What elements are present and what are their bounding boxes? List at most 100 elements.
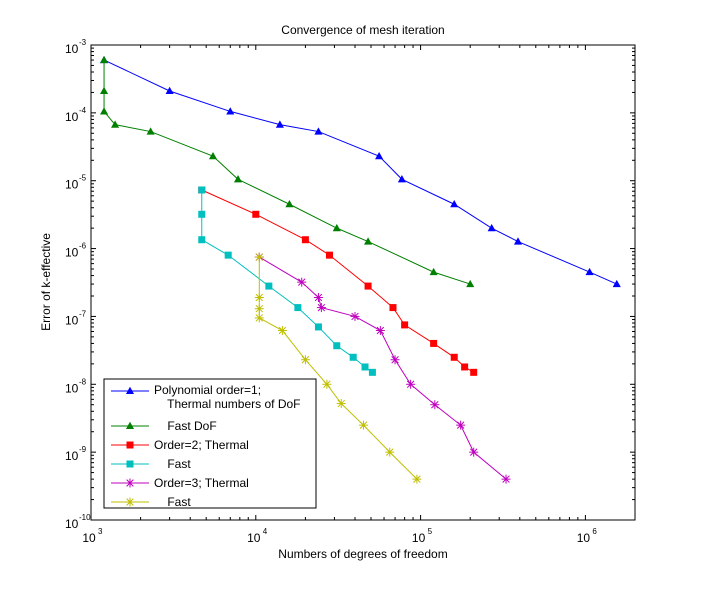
data-point bbox=[198, 236, 206, 244]
y-tick-label: 10 bbox=[65, 517, 79, 531]
data-point bbox=[294, 304, 302, 312]
data-point bbox=[375, 326, 385, 336]
y-tick-label: 10 bbox=[65, 42, 79, 56]
legend: Polynomial order=1; Thermal numbers of D… bbox=[103, 378, 317, 509]
data-point bbox=[265, 282, 273, 290]
data-point bbox=[165, 86, 174, 95]
y-tick-label: 10 bbox=[65, 178, 79, 192]
data-point bbox=[332, 223, 341, 232]
data-point bbox=[406, 379, 416, 389]
legend-marker bbox=[125, 386, 135, 395]
data-point bbox=[429, 267, 438, 276]
data-point bbox=[368, 368, 376, 376]
y-tick-exponent: -7 bbox=[79, 309, 87, 318]
legend-label: Order=2; Thermal bbox=[154, 438, 249, 452]
data-point bbox=[487, 223, 496, 232]
legend-entry: Fast bbox=[111, 495, 191, 509]
axis-ticks: 10 3 10 4 10 5 10 610 -310 -410 -510 -610 -710 -810 -9… bbox=[65, 38, 636, 545]
data-point bbox=[469, 447, 479, 457]
data-point bbox=[401, 321, 409, 329]
data-point bbox=[336, 399, 346, 409]
data-point bbox=[390, 355, 400, 365]
y-tick-exponent: -9 bbox=[79, 445, 87, 454]
y-tick-exponent: -5 bbox=[79, 174, 87, 183]
y-tick-exponent: -3 bbox=[79, 38, 87, 47]
data-point bbox=[350, 311, 360, 321]
data-point bbox=[461, 363, 469, 371]
data-point bbox=[224, 251, 232, 259]
series-4 bbox=[198, 186, 376, 376]
data-point bbox=[430, 339, 438, 347]
y-tick-label: 10 bbox=[65, 246, 79, 260]
y-tick-label: 10 bbox=[65, 110, 79, 124]
data-point bbox=[254, 313, 264, 323]
x-tick-exponent: 6 bbox=[592, 527, 597, 536]
legend-label: Fast bbox=[154, 495, 191, 509]
x-tick-label: 10 bbox=[247, 531, 261, 545]
data-point bbox=[322, 379, 332, 389]
data-point bbox=[198, 186, 206, 194]
data-point bbox=[146, 127, 155, 135]
x-tick-label: 10 bbox=[412, 531, 426, 545]
legend-marker bbox=[126, 460, 134, 468]
legend-entry: Fast bbox=[111, 457, 191, 471]
data-point bbox=[198, 210, 206, 218]
data-point bbox=[585, 267, 594, 276]
x-tick-exponent: 5 bbox=[428, 527, 433, 536]
data-point bbox=[277, 326, 287, 336]
data-point bbox=[111, 120, 120, 128]
data-point bbox=[301, 236, 309, 244]
data-point bbox=[333, 342, 341, 350]
data-point bbox=[285, 200, 294, 208]
data-point bbox=[316, 303, 326, 313]
data-point bbox=[450, 353, 458, 361]
data-point bbox=[389, 304, 397, 312]
data-point bbox=[314, 323, 322, 331]
data-point bbox=[612, 279, 621, 288]
data-point bbox=[208, 151, 218, 160]
series-2 bbox=[99, 55, 475, 288]
data-point bbox=[364, 237, 373, 245]
y-tick-exponent: -8 bbox=[79, 377, 87, 386]
data-point bbox=[297, 277, 307, 287]
data-point bbox=[412, 474, 422, 484]
data-point bbox=[358, 420, 368, 430]
y-tick-label: 10 bbox=[65, 381, 79, 395]
data-point bbox=[456, 420, 466, 430]
legend-entry: Fast DoF bbox=[111, 419, 217, 433]
x-tick-label: 10 bbox=[577, 531, 591, 545]
data-point bbox=[99, 107, 109, 115]
data-point bbox=[254, 304, 264, 314]
data-point bbox=[397, 175, 406, 183]
data-point bbox=[501, 474, 511, 484]
legend-label: Order=3; Thermal bbox=[154, 476, 249, 490]
data-point bbox=[349, 353, 357, 361]
data-point bbox=[361, 363, 369, 371]
legend-label: Fast DoF bbox=[154, 419, 217, 433]
legend-label: Thermal numbers of DoF bbox=[154, 397, 301, 411]
data-point bbox=[466, 279, 475, 288]
legend-marker bbox=[125, 497, 135, 507]
series-6 bbox=[254, 252, 422, 484]
y-tick-exponent: -4 bbox=[79, 106, 87, 115]
legend-entry: Order=2; Thermal bbox=[111, 438, 249, 452]
data-point bbox=[314, 127, 323, 135]
legend-label: Polynomial order=1; bbox=[154, 383, 261, 397]
legend-marker bbox=[125, 478, 135, 488]
x-axis-label: Numbers of degrees of freedom bbox=[278, 547, 447, 561]
data-point bbox=[375, 151, 384, 160]
data-point bbox=[275, 120, 284, 128]
data-point bbox=[254, 252, 264, 262]
data-point bbox=[99, 86, 109, 95]
x-tick-label: 10 bbox=[82, 531, 96, 545]
data-point bbox=[325, 251, 333, 259]
data-point bbox=[300, 355, 310, 365]
data-point bbox=[313, 293, 323, 303]
y-tick-exponent: -10 bbox=[79, 513, 91, 522]
legend-entry: Polynomial order=1; Thermal numbers of D… bbox=[111, 383, 301, 411]
data-point bbox=[254, 293, 264, 303]
data-point bbox=[364, 282, 372, 290]
data-point bbox=[99, 55, 109, 64]
data-point bbox=[430, 400, 440, 410]
